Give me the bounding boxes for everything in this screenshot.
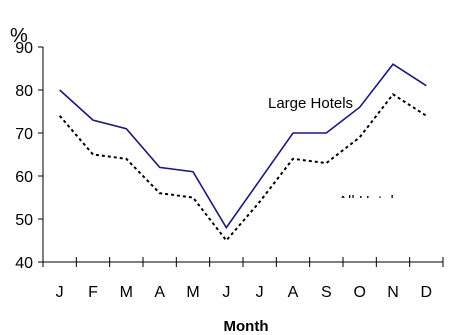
y-tick-label: 40 bbox=[15, 255, 33, 272]
x-tick-label: O bbox=[353, 284, 365, 301]
x-tick-label: S bbox=[321, 284, 332, 301]
series-labels: Large Hotels All Hotels bbox=[268, 95, 401, 210]
x-axis-label: Month bbox=[224, 318, 269, 335]
x-tick-label: D bbox=[421, 284, 433, 301]
y-tick-label: 70 bbox=[15, 126, 33, 143]
y-tick-label: 80 bbox=[15, 83, 33, 100]
x-tick-label: N bbox=[387, 284, 399, 301]
series-label-large-hotels: Large Hotels bbox=[268, 95, 353, 112]
series-line-all-hotels bbox=[58, 92, 427, 243]
x-tick-label: J bbox=[222, 284, 230, 301]
y-tick-label: 50 bbox=[15, 212, 33, 229]
x-tick-label: J bbox=[256, 284, 264, 301]
x-tick-label: M bbox=[186, 284, 199, 301]
series-line-large-hotels bbox=[59, 63, 427, 230]
x-tick-label: F bbox=[88, 284, 98, 301]
series-layer bbox=[58, 63, 427, 243]
x-tick-label: A bbox=[288, 284, 299, 301]
x-tick-label: A bbox=[154, 284, 165, 301]
axes: 40 50 60 70 80 90 J F M A M J J A S O N D bbox=[15, 40, 444, 301]
x-tick-label: M bbox=[120, 284, 133, 301]
y-axis-label: % bbox=[10, 25, 28, 47]
series-label-all-hotels: All Hotels bbox=[338, 193, 401, 210]
y-tick-label: 60 bbox=[15, 169, 33, 186]
y-tick-label: 90 bbox=[15, 40, 33, 57]
x-tick-label: J bbox=[56, 284, 64, 301]
